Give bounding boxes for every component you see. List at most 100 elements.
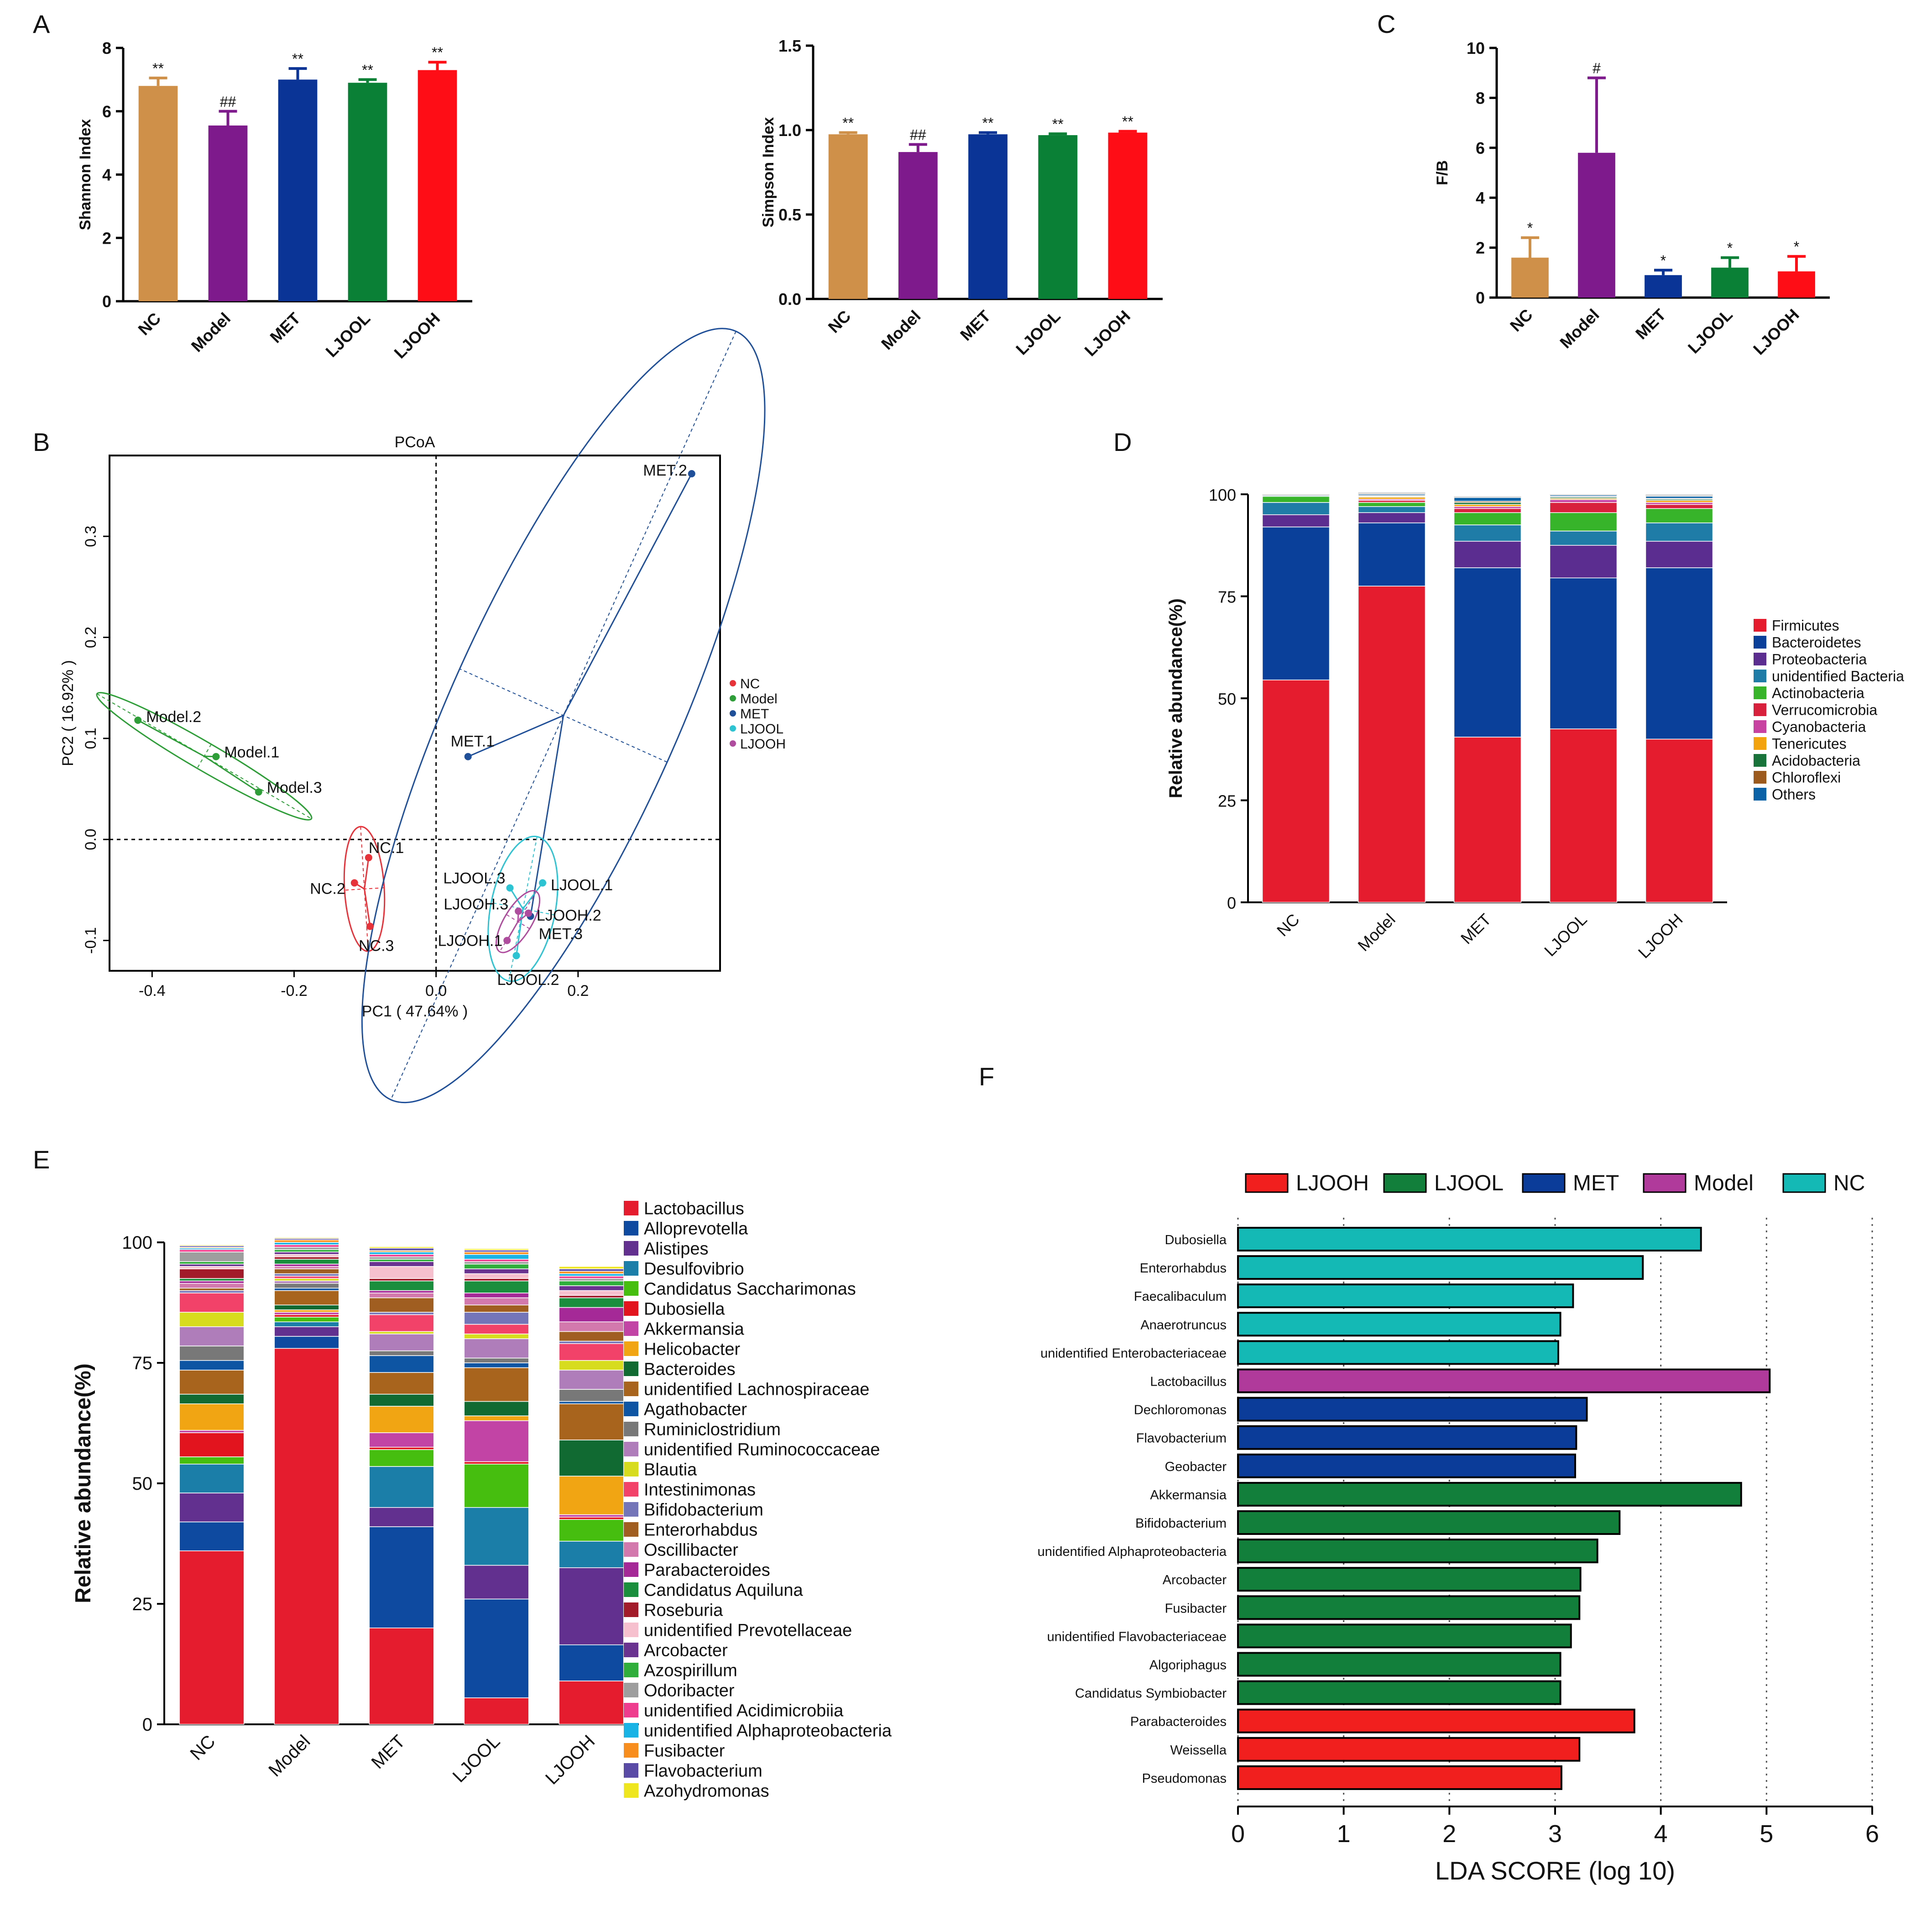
x-tick-label: Model	[1354, 910, 1399, 955]
stack-segment-unidentified-acidimicrobiia	[179, 1249, 245, 1252]
lda-bar-enterorhabdus	[1237, 1255, 1644, 1280]
point-ljooh-3	[515, 907, 522, 915]
lda-bar-label: Pseudomonas	[1142, 1771, 1227, 1786]
legend-swatch-model	[1643, 1173, 1687, 1193]
stack-segment-oscillibacter	[369, 1293, 434, 1298]
y-tick-label: -0.1	[82, 927, 99, 954]
legend-label: Proteobacteria	[1772, 651, 1867, 668]
point-label: LJOOL.2	[497, 971, 559, 989]
lda-bar-label: Enterorhabdus	[1140, 1261, 1227, 1276]
significance-label: ##	[910, 126, 926, 143]
legend-label: Alistipes	[644, 1240, 709, 1259]
x-tick-label: -0.4	[139, 982, 166, 1000]
lda-bar-lactobacillus	[1237, 1368, 1771, 1393]
y-tick-label: 8	[102, 39, 111, 58]
stack-segment-roseburia	[464, 1278, 529, 1282]
x-axis-label: PC1 ( 47.64% )	[362, 1003, 468, 1020]
significance-label: **	[292, 51, 303, 67]
lda-bar-weissella	[1237, 1737, 1581, 1762]
x-tick-label: 0.2	[567, 982, 589, 1000]
panel-letter-d: D	[1113, 428, 1132, 456]
stack-segment-firmicutes	[1358, 586, 1426, 903]
stack-segment-parabacteroides	[274, 1263, 339, 1267]
point-label: MET.3	[539, 925, 583, 942]
bar-model	[1578, 152, 1615, 298]
significance-label: **	[362, 62, 373, 78]
lda-bar-label: Weissella	[1170, 1743, 1227, 1758]
stack-segment-helicobacter	[464, 1415, 529, 1421]
significance-label: **	[842, 115, 854, 131]
stack-segment-unidentified-prevotellaceae	[274, 1254, 339, 1257]
stack-segment-blautia	[274, 1278, 339, 1282]
y-tick-label: 2	[102, 229, 111, 247]
legend-label: NC	[740, 676, 760, 691]
legend-swatch-intestinimonas	[624, 1482, 638, 1497]
x-tick-label: NC	[1506, 305, 1536, 335]
legend-swatch-candidatus-aquiluna	[624, 1582, 638, 1597]
stack-segment-flavobacterium	[559, 1268, 624, 1272]
legend-swatch-unidentified-bacteria	[1754, 670, 1766, 682]
legend-swatch-candidatus-saccharimonas	[624, 1281, 638, 1296]
x-tick-label: -0.2	[281, 982, 308, 1000]
x-tick-label: Model	[188, 309, 235, 356]
stack-segment-others	[1358, 494, 1426, 496]
x-tick-label: 2	[1442, 1820, 1456, 1848]
legend-label: Alloprevotella	[644, 1220, 748, 1239]
stack-segment-lactobacillus	[369, 1628, 434, 1725]
stack-segment-remainder	[1454, 496, 1521, 498]
stack-segment-alloprevotella	[274, 1336, 339, 1349]
significance-label: **	[152, 60, 164, 77]
y-tick-label: 10	[1467, 39, 1485, 58]
stack-segment-desulfovibrio	[179, 1464, 245, 1493]
legend-label: Chloroflexi	[1772, 770, 1841, 786]
y-tick-label: 0.0	[778, 290, 801, 309]
stack-segment-bifidobacterium	[369, 1312, 434, 1315]
stack-segment-unidentified-lachnospiraceae	[369, 1372, 434, 1395]
stack-segment-agathobacter	[369, 1355, 434, 1373]
legend-label: Bacteroides	[644, 1360, 736, 1379]
legend-label: Fusibacter	[644, 1742, 725, 1761]
lda-bar-label: Flavobacterium	[1136, 1431, 1227, 1446]
stack-segment-bacteroides	[274, 1304, 339, 1310]
x-tick-label: LJOOH	[390, 309, 444, 362]
point-label: MET.2	[643, 462, 687, 479]
stack-segment-unidentified-acidimicrobiia	[464, 1259, 529, 1262]
legend-marker-nc	[730, 680, 736, 686]
stack-segment-others	[1549, 495, 1618, 497]
centroid-link	[468, 715, 564, 758]
y-tick-label: 0	[142, 1715, 152, 1735]
lda-bar-anaerotruncus	[1237, 1312, 1561, 1337]
legend-label: Azospirillum	[644, 1661, 737, 1681]
legend-swatch-agathobacter	[624, 1402, 638, 1416]
point-ljooh-1	[503, 937, 511, 944]
lda-bar-label: Geobacter	[1165, 1460, 1227, 1474]
point-label: NC.2	[310, 880, 345, 897]
legend-label: LJOOL	[740, 722, 783, 737]
stack-segment-desulfovibrio	[274, 1321, 339, 1327]
pcoa-chart: PCoA -0.4 -0.2 0.0 0.2 -0.1 0.0 0.1 0.2 0.3 PC1 ( …	[59, 328, 786, 1104]
stack-segment-parabacteroides	[559, 1307, 624, 1322]
x-tick-label: LJOOL	[1540, 910, 1591, 960]
legend-swatch-azohydromonas	[624, 1783, 638, 1798]
legend-swatch-lactobacillus	[624, 1201, 638, 1215]
centroid-link	[563, 473, 693, 716]
legend-swatch-firmicutes	[1754, 619, 1766, 632]
y-tick-label: 8	[1476, 89, 1485, 107]
legend-label: Verrucomicrobia	[1772, 702, 1877, 718]
stack-segment-parabacteroides	[369, 1290, 434, 1293]
legend-label: Parabacteroides	[644, 1561, 770, 1580]
x-tick-label: LJOOH	[1634, 910, 1687, 962]
x-axis-label: LDA SCORE (log 10)	[1435, 1856, 1675, 1885]
stack-segment-candidatus-aquiluna	[369, 1280, 434, 1291]
y-tick-label: 50	[132, 1474, 153, 1494]
stack-segment-blautia	[464, 1333, 529, 1339]
phylum-abundance-chart: 0 25 50 75 100 Relative abundance(%) NC Model ME…	[1166, 486, 1904, 962]
legend-label: NC	[1833, 1171, 1865, 1195]
lda-bar-label: Arcobacter	[1163, 1573, 1227, 1587]
significance-label: #	[1593, 60, 1601, 77]
y-tick-label: 0.3	[82, 525, 99, 547]
legend-label: LJOOL	[1434, 1171, 1504, 1195]
x-tick-label: Model	[265, 1731, 314, 1780]
stack-segment-parabacteroides	[464, 1293, 529, 1298]
stack-segment-remainder	[1262, 494, 1330, 496]
